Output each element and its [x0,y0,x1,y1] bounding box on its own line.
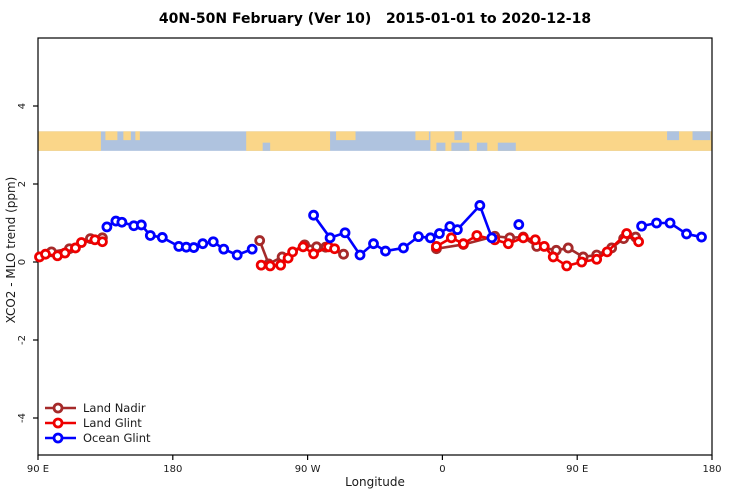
x-tick-label: 90 E [27,464,49,475]
y-tick-label: 4 [17,103,28,109]
x-axis-ticks: 90 E 180 90 W 0 90 E 180 [27,455,722,475]
data-point [696,231,707,243]
data-point [207,236,219,248]
legend-label: Land Nadir [83,401,146,415]
data-point [380,245,391,257]
data-point [636,220,648,232]
data-point [254,235,266,246]
y-tick-label: -4 [17,413,28,423]
legend-label: Ocean Glint [83,431,151,445]
data-point [246,243,258,255]
data-point [633,236,645,248]
data-point [547,251,559,263]
data-point [561,260,573,272]
data-point [457,238,469,250]
data-point [101,221,113,233]
data-point [188,242,200,253]
x-tick-label: 180 [702,464,721,475]
data-point [529,234,541,246]
series-ocean-glint [101,200,707,261]
data-point [59,247,71,259]
data-point [197,238,209,250]
y-tick-label: 2 [17,181,28,187]
y-tick-label: 0 [17,259,28,265]
legend-marker-icon [52,417,64,429]
data-point [264,260,276,272]
data-point [486,232,498,244]
data-point [621,228,633,239]
data-point [308,209,319,221]
data-point [231,249,243,261]
data-point [413,231,424,243]
data-point [40,248,51,260]
y-tick-label: -2 [17,335,28,345]
data-point [339,227,351,239]
data-point [97,236,108,248]
data-point [297,241,309,253]
chart-title: 40N-50N February (Ver 10) 2015-01-01 to … [158,11,592,27]
data-point [218,243,230,255]
data-point [513,219,525,230]
data-point [451,224,463,236]
data-point [329,243,340,255]
map-band [38,131,712,151]
data-point [538,240,550,252]
legend-marker-icon [52,432,64,444]
data-point [144,230,156,241]
data-point [368,238,379,250]
y-axis-label: XCO2 - MLO trend (ppm) [4,176,18,324]
data-point [471,230,483,241]
data-point [576,256,588,268]
data-point [651,217,662,229]
data-point [76,237,87,248]
data-point [425,232,436,244]
data-point [474,200,486,211]
data-point [502,238,514,250]
data-point [517,232,529,244]
data-point [434,228,445,239]
data-point [116,216,128,228]
legend-marker-icon [52,402,64,414]
data-point [354,249,366,261]
data-point [681,228,692,240]
data-point [601,246,613,258]
y-axis-ticks: -4 -2 0 2 4 [17,103,38,423]
data-point [135,219,147,231]
legend-label: Land Glint [83,416,142,430]
series-land-glint [34,228,645,272]
x-tick-label: 0 [439,464,445,475]
data-point [664,217,676,229]
data-point [156,232,168,243]
data-point [431,240,442,252]
data-point [338,248,349,260]
x-tick-label: 90 E [566,464,588,475]
data-point [308,248,319,260]
data-point [275,259,287,271]
data-point [398,242,409,254]
x-axis-label: Longitude [345,475,405,489]
data-point [324,232,336,244]
data-point [562,242,574,254]
x-tick-label: 90 W [295,464,321,475]
data-point [445,232,457,244]
x-tick-label: 180 [163,464,182,475]
plot-border [37,37,713,456]
data-point [287,246,299,258]
data-point [255,259,267,271]
data-point [591,253,603,265]
